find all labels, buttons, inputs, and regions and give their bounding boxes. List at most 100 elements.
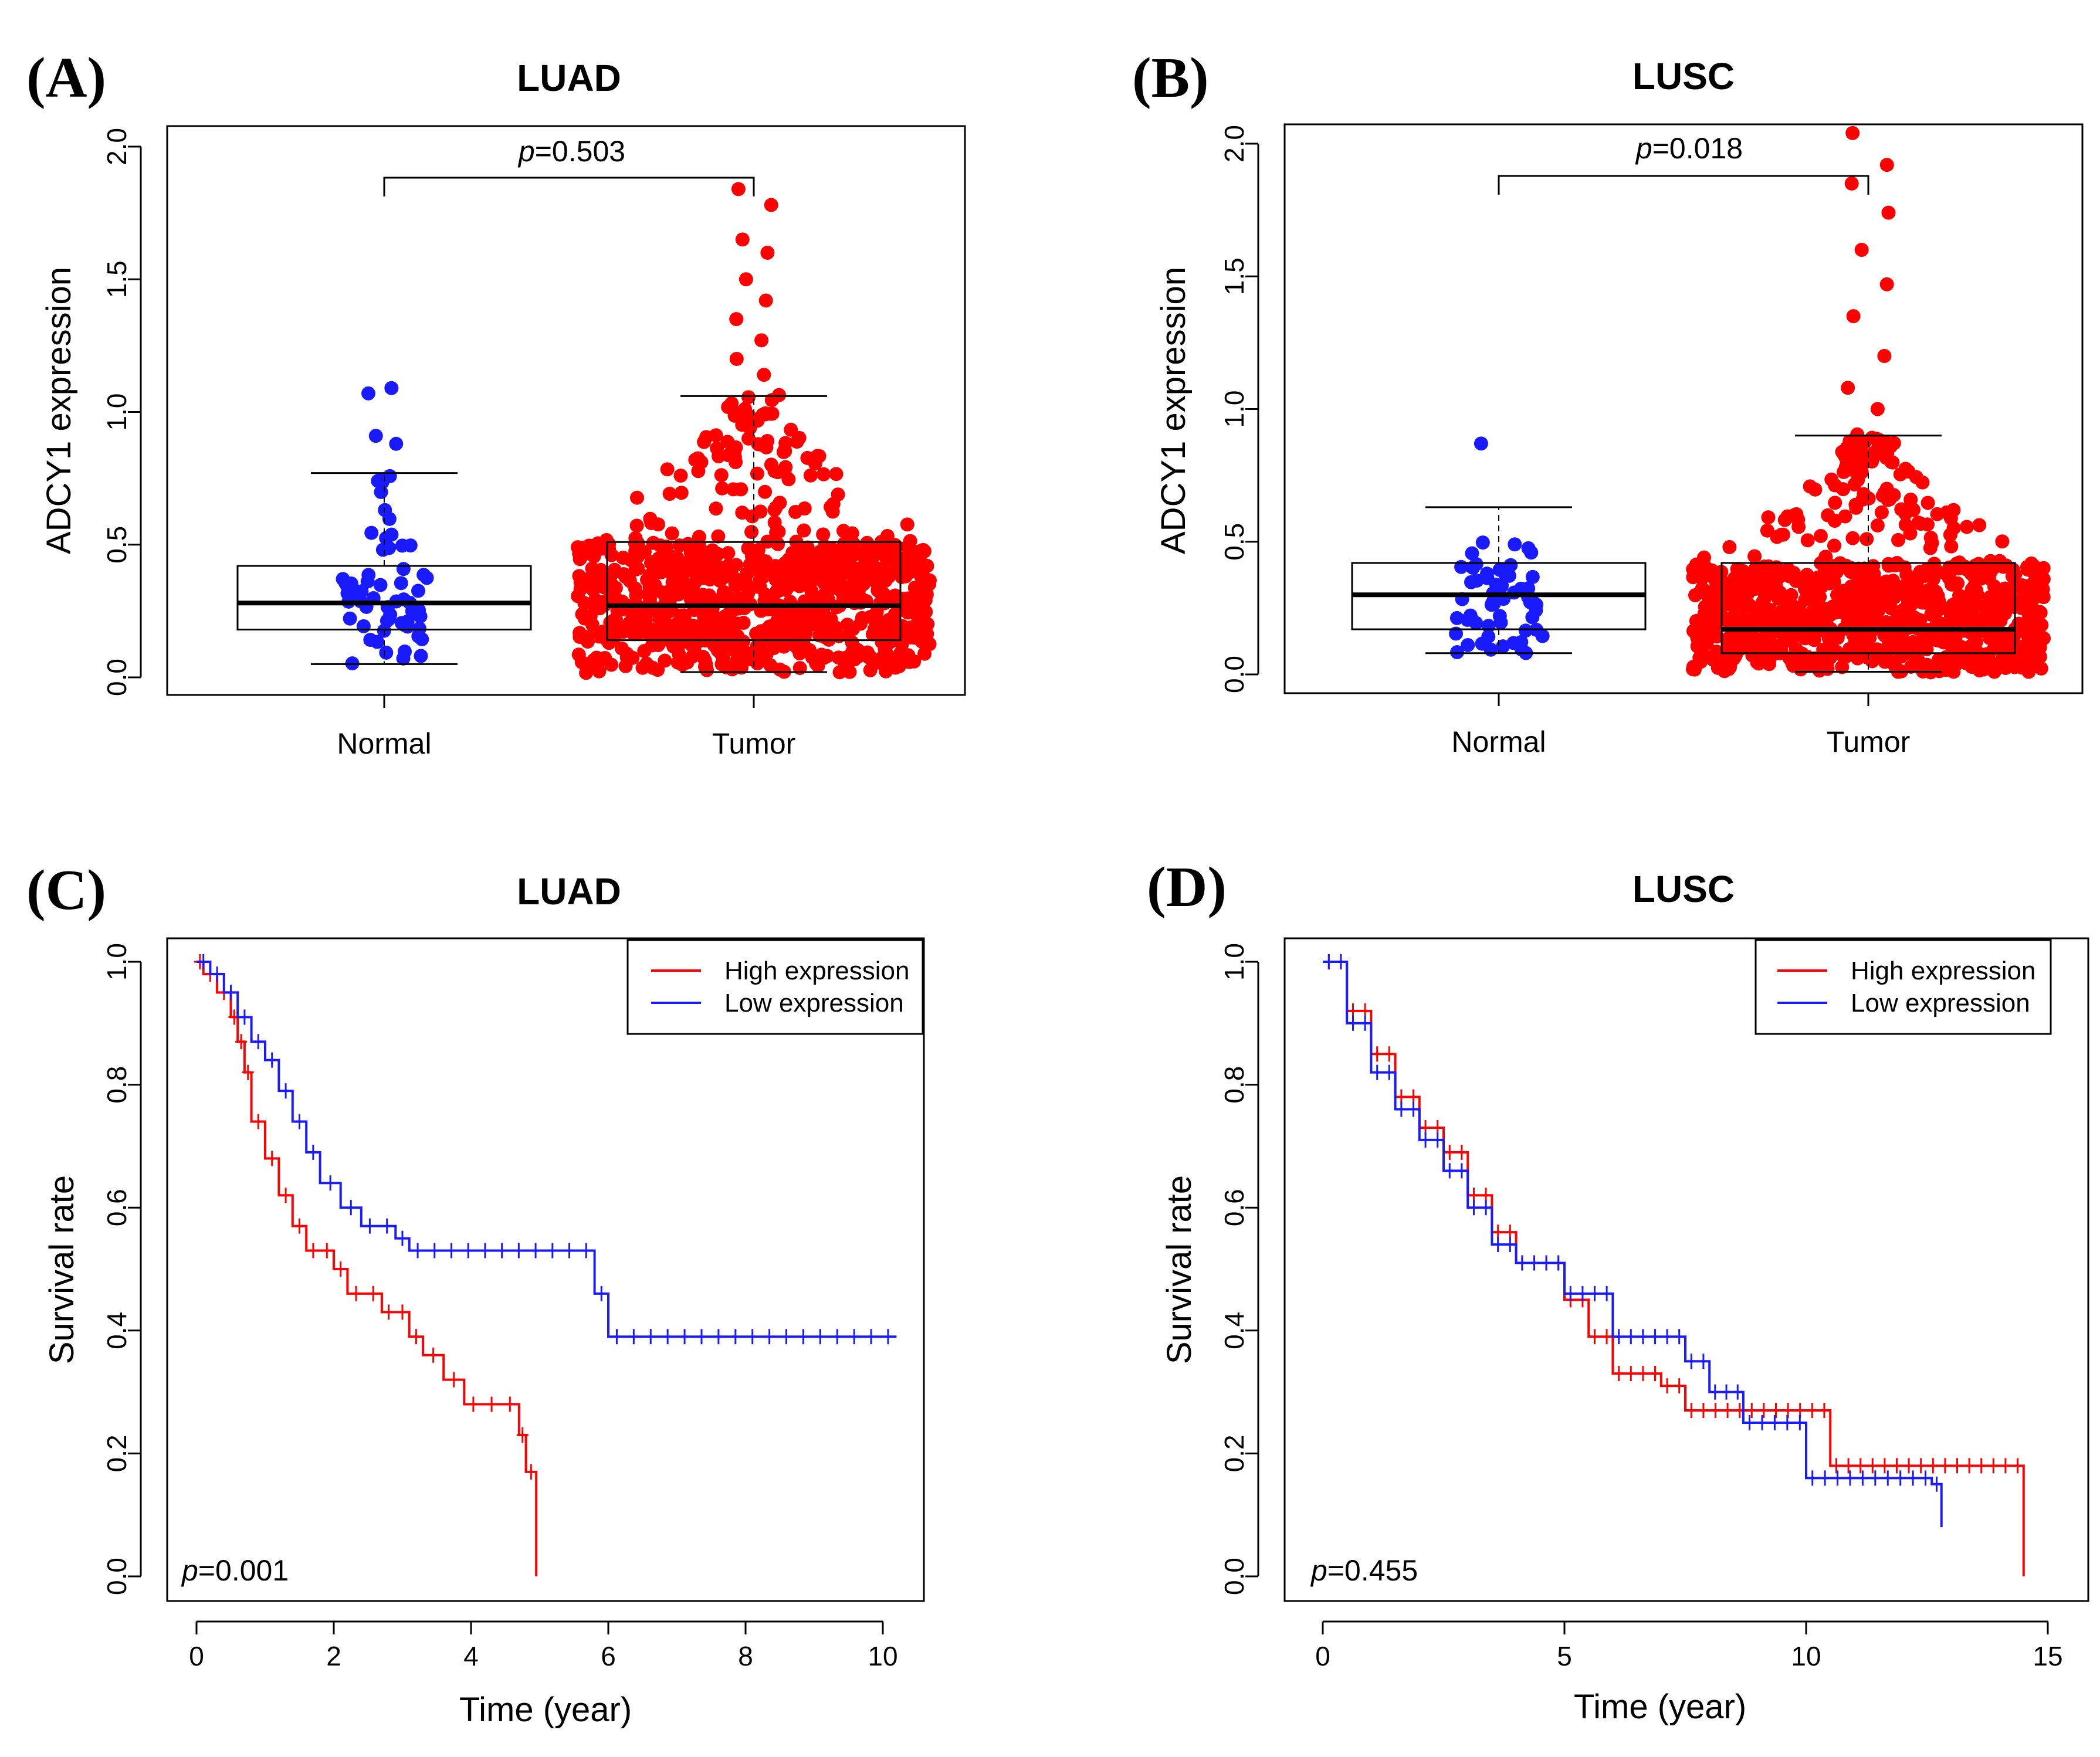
data-point <box>411 629 426 644</box>
censor-mark <box>280 1083 292 1099</box>
data-point <box>1915 475 1930 490</box>
data-point <box>2026 654 2041 669</box>
data-point <box>1484 598 1499 612</box>
data-point <box>1835 660 1850 674</box>
panel-a-cat-tumor: Tumor <box>712 727 796 760</box>
panel-d-pvalue: p=0.455 <box>1310 1554 1418 1587</box>
censor-mark <box>1930 1476 1943 1492</box>
data-point <box>756 569 770 584</box>
data-point <box>820 649 835 663</box>
data-point <box>585 579 600 593</box>
censor-mark <box>307 1243 319 1259</box>
data-point <box>1854 600 1868 615</box>
panel-d: (D) LUSC 0.0 0.2 0.4 0.6 0.8 1.0 0 5 10 15 Surviv… <box>1147 856 2089 1726</box>
censor-mark <box>235 1034 248 1050</box>
data-point <box>697 435 712 449</box>
data-point <box>2003 582 2018 596</box>
panel-b-axes: 0.0 0.5 1.0 1.5 2.0 <box>1219 125 1869 706</box>
data-point <box>730 591 744 605</box>
censor-mark <box>367 1285 380 1301</box>
data-point <box>625 623 640 638</box>
data-point <box>680 655 695 670</box>
data-point <box>917 544 932 558</box>
data-point <box>1903 492 1918 507</box>
data-point <box>651 637 666 652</box>
data-point <box>1756 584 1771 599</box>
censor-mark <box>563 1243 575 1259</box>
data-point <box>1837 448 1851 463</box>
outlier-point <box>368 429 383 443</box>
censor-mark <box>729 1329 741 1345</box>
data-point <box>1968 558 1983 573</box>
censor-mark <box>211 966 223 982</box>
censor-mark <box>595 1285 608 1301</box>
censor-mark <box>1854 1458 1867 1474</box>
censor-mark <box>1625 1366 1637 1382</box>
outlier-point <box>764 198 778 212</box>
data-point <box>773 631 787 646</box>
data-point <box>1921 496 1935 510</box>
data-point <box>638 613 653 628</box>
data-point <box>1717 664 1732 679</box>
data-point <box>1774 642 1789 657</box>
data-point <box>662 487 677 501</box>
censor-mark <box>580 1243 592 1259</box>
data-point <box>845 635 859 650</box>
censor-mark <box>486 1396 498 1412</box>
data-point <box>900 517 914 532</box>
data-point <box>575 607 590 622</box>
y-tick-label: 0.6 <box>101 1189 132 1226</box>
data-point <box>1909 569 1924 584</box>
data-point <box>1823 559 1837 574</box>
data-point <box>1837 584 1851 598</box>
data-point <box>1747 575 1762 590</box>
data-point <box>625 650 640 665</box>
panel-d-legend-box <box>1754 939 2052 1035</box>
data-point <box>603 615 618 630</box>
data-point <box>771 388 786 402</box>
data-point <box>743 652 758 667</box>
data-point <box>821 549 835 564</box>
x-tick-label: 8 <box>738 1641 753 1671</box>
data-point <box>690 635 705 649</box>
censor-mark <box>1987 1458 2000 1474</box>
panel-b-significance-bracket <box>1498 175 1869 195</box>
censor-mark <box>1939 1458 1951 1474</box>
data-point <box>730 629 745 643</box>
data-point <box>719 617 733 632</box>
data-point <box>571 540 585 555</box>
y-tick-label: 0.5 <box>1219 523 1249 561</box>
data-point <box>792 661 807 676</box>
data-point <box>815 568 829 583</box>
data-point <box>829 467 844 481</box>
data-point <box>776 445 791 459</box>
data-point <box>1686 562 1701 576</box>
data-point <box>710 643 725 658</box>
y-tick-label: 0.4 <box>101 1312 132 1349</box>
censor-mark <box>882 1329 894 1345</box>
panel-d-title: LUSC <box>1632 868 1735 910</box>
data-point <box>803 468 818 483</box>
panel-d-curves <box>1323 954 2025 1576</box>
panel-c-legend: High expression Low expression <box>626 939 924 1035</box>
y-tick-label: 0.2 <box>1219 1434 1249 1472</box>
data-point <box>1461 637 1475 652</box>
data-point <box>1859 649 1874 664</box>
censor-mark <box>1637 1366 1649 1382</box>
outlier-point <box>384 381 399 395</box>
y-tick-label: 0.5 <box>101 526 132 564</box>
data-point <box>917 646 932 661</box>
data-point <box>1881 558 1896 573</box>
censor-mark <box>252 1034 265 1050</box>
data-point <box>832 665 847 680</box>
data-point <box>1710 593 1725 608</box>
data-point <box>616 550 631 565</box>
data-point <box>378 503 392 517</box>
censor-mark <box>1516 1255 1528 1271</box>
data-point <box>863 663 878 677</box>
outlier-point <box>758 293 773 308</box>
censor-mark <box>1613 1329 1625 1345</box>
censor-mark <box>645 1329 657 1345</box>
data-point <box>1524 545 1539 560</box>
outlier-point <box>739 272 753 287</box>
